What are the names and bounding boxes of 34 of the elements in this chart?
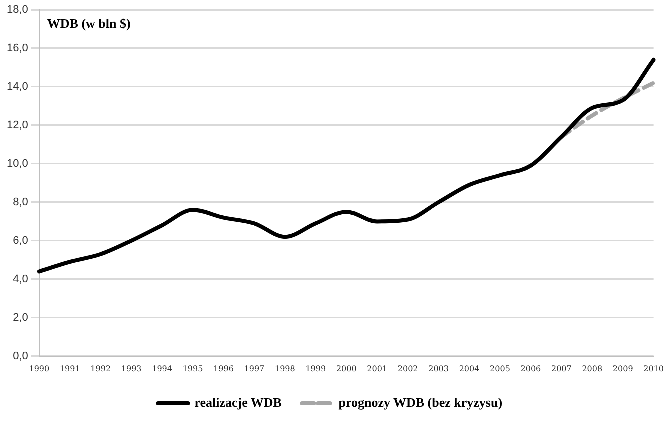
y-tick-label: 14,0 bbox=[6, 81, 28, 94]
x-tick-label: 1996 bbox=[214, 364, 234, 374]
x-tick-label: 1998 bbox=[274, 364, 296, 374]
x-tick-label: 2010 bbox=[644, 364, 664, 374]
y-tick-label: 18,0 bbox=[6, 4, 28, 16]
x-tick-label: 2007 bbox=[551, 364, 572, 374]
y-tick-label: 8,0 bbox=[13, 196, 28, 208]
x-tick-label: 1995 bbox=[182, 364, 204, 374]
x-tick-label: 1992 bbox=[90, 364, 112, 374]
y-tick-label: 10,0 bbox=[6, 158, 28, 170]
y-tick-label: 12,0 bbox=[6, 120, 28, 132]
text: WDB (w bln $) bbox=[47, 16, 131, 31]
x-tick-label: 2003 bbox=[428, 364, 449, 374]
x-tick-label: 2006 bbox=[520, 364, 542, 374]
x-tick-label: 1999 bbox=[306, 364, 326, 374]
x-tick-label: 1990 bbox=[29, 364, 50, 374]
y-tick-label: 4,0 bbox=[13, 273, 28, 286]
x-tick-label: 1994 bbox=[152, 364, 172, 374]
x-tick-label: 2000 bbox=[336, 364, 357, 374]
x-tick-label: 2005 bbox=[490, 364, 510, 374]
x-tick-label: 1993 bbox=[121, 364, 142, 374]
x-tick-label: 2002 bbox=[398, 364, 418, 374]
x-tick-label: 1997 bbox=[244, 364, 265, 374]
x-tick-label: 2009 bbox=[612, 364, 634, 374]
x-tick-label: 2008 bbox=[582, 364, 603, 374]
y-tick-label: 16,0 bbox=[6, 42, 28, 55]
legend-label: prognozy WDB (bez kryzysu) bbox=[338, 394, 503, 410]
x-tick-label: 2004 bbox=[459, 364, 480, 374]
x-tick-label: 1991 bbox=[60, 364, 80, 374]
y-tick-label: 0,0 bbox=[13, 350, 28, 362]
x-tick-label: 2001 bbox=[367, 364, 388, 374]
y-tick-label: 6,0 bbox=[13, 234, 28, 247]
legend-label: realizacje WDB bbox=[194, 394, 282, 410]
y-tick-label: 2,0 bbox=[13, 312, 28, 324]
